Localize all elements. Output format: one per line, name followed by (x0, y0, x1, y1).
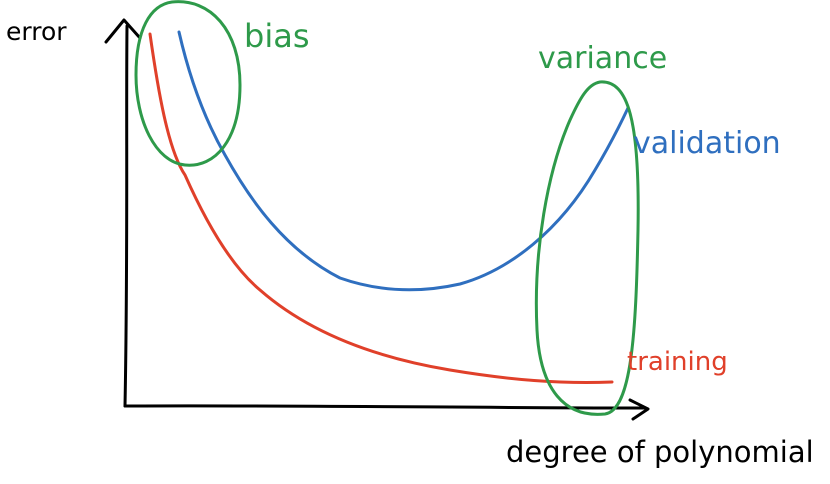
training-curve (148, 32, 614, 384)
x-axis (123, 404, 647, 410)
y-axis-label: error (6, 17, 67, 46)
variance-region-ellipse (534, 80, 640, 416)
bias-region-ellipse (134, 0, 242, 167)
validation-label: validation (633, 126, 781, 161)
x-axis-label: degree of polynomial (506, 435, 814, 469)
y-axis (123, 24, 129, 408)
bias-label: bias (244, 17, 309, 55)
validation-curve (177, 30, 630, 292)
y-axis-arrowhead (104, 18, 142, 44)
variance-label: variance (538, 41, 667, 76)
training-label: training (627, 347, 728, 377)
x-axis-arrowhead (628, 398, 650, 421)
